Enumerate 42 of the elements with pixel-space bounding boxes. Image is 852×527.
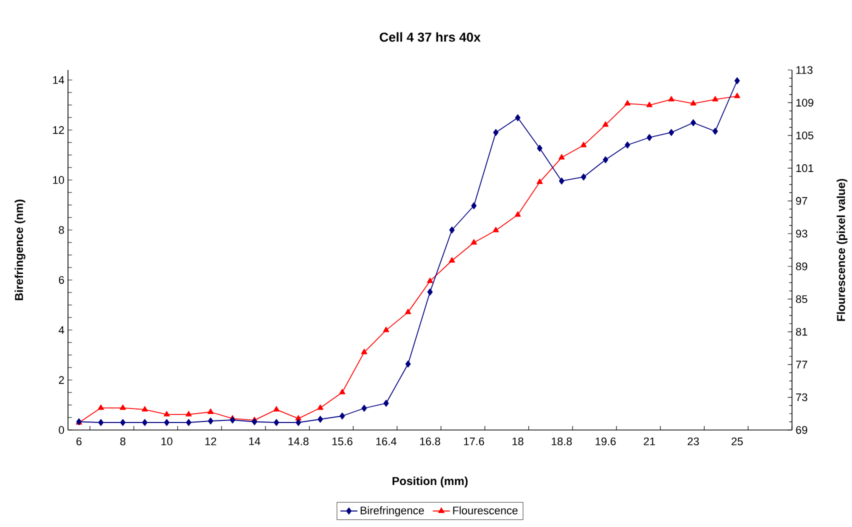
y2-tick-label: 93 <box>796 230 808 238</box>
y2-tick-label: 105 <box>796 132 814 140</box>
y2-axis-title: Flourescence (pixel value) <box>836 178 848 321</box>
y2-tick-label: 113 <box>796 66 813 74</box>
legend-label: Flourescence <box>453 506 518 514</box>
y-tick-label: 0 <box>58 426 64 434</box>
y-tick-label: 4 <box>58 326 64 334</box>
y-tick-label: 8 <box>58 226 64 234</box>
y2-tick-label: 89 <box>796 262 808 270</box>
x-tick-label: 14 <box>249 438 260 446</box>
x-tick-label: 10 <box>161 438 172 446</box>
y-tick-label: 2 <box>58 376 64 384</box>
x-tick-label: 16.4 <box>376 438 396 446</box>
x-tick-label: 25 <box>732 438 743 446</box>
y-axis-title: Birefringence (nm) <box>14 200 26 300</box>
x-tick-label: 6 <box>76 438 82 446</box>
x-tick-label: 18 <box>512 438 524 446</box>
y2-tick-label: 73 <box>796 393 808 402</box>
y2-tick-label: 69 <box>796 426 808 434</box>
y2-tick-label: 97 <box>796 197 808 205</box>
y-tick-label: 12 <box>53 126 64 134</box>
y2-tick-label: 77 <box>796 360 808 368</box>
y2-tick-label: 101 <box>796 164 814 172</box>
y2-tick-label: 81 <box>796 328 808 336</box>
x-tick-label: 14.8 <box>288 438 309 446</box>
x-tick-label: 15.6 <box>332 438 352 446</box>
y2-tick-label: 109 <box>796 98 814 107</box>
x-axis-title: Position (mm) <box>392 476 468 488</box>
x-tick-label: 23 <box>688 438 699 446</box>
x-tick-label: 21 <box>644 438 655 446</box>
x-tick-label: 8 <box>120 438 126 446</box>
x-tick-label: 12 <box>205 438 216 446</box>
x-tick-label: 19.6 <box>596 438 616 446</box>
x-tick-label: 16.8 <box>420 438 440 446</box>
legend-label: Birefringence <box>360 506 424 516</box>
y-tick-label: 14 <box>53 76 64 84</box>
y2-tick-label: 85 <box>796 295 808 303</box>
x-tick-label: 17.6 <box>464 438 484 446</box>
y-tick-label: 6 <box>58 276 64 284</box>
x-tick-label: 18.8 <box>552 438 572 446</box>
y-tick-label: 10 <box>53 176 64 184</box>
chart-title: Cell 4 37 hrs 40x <box>380 32 481 42</box>
